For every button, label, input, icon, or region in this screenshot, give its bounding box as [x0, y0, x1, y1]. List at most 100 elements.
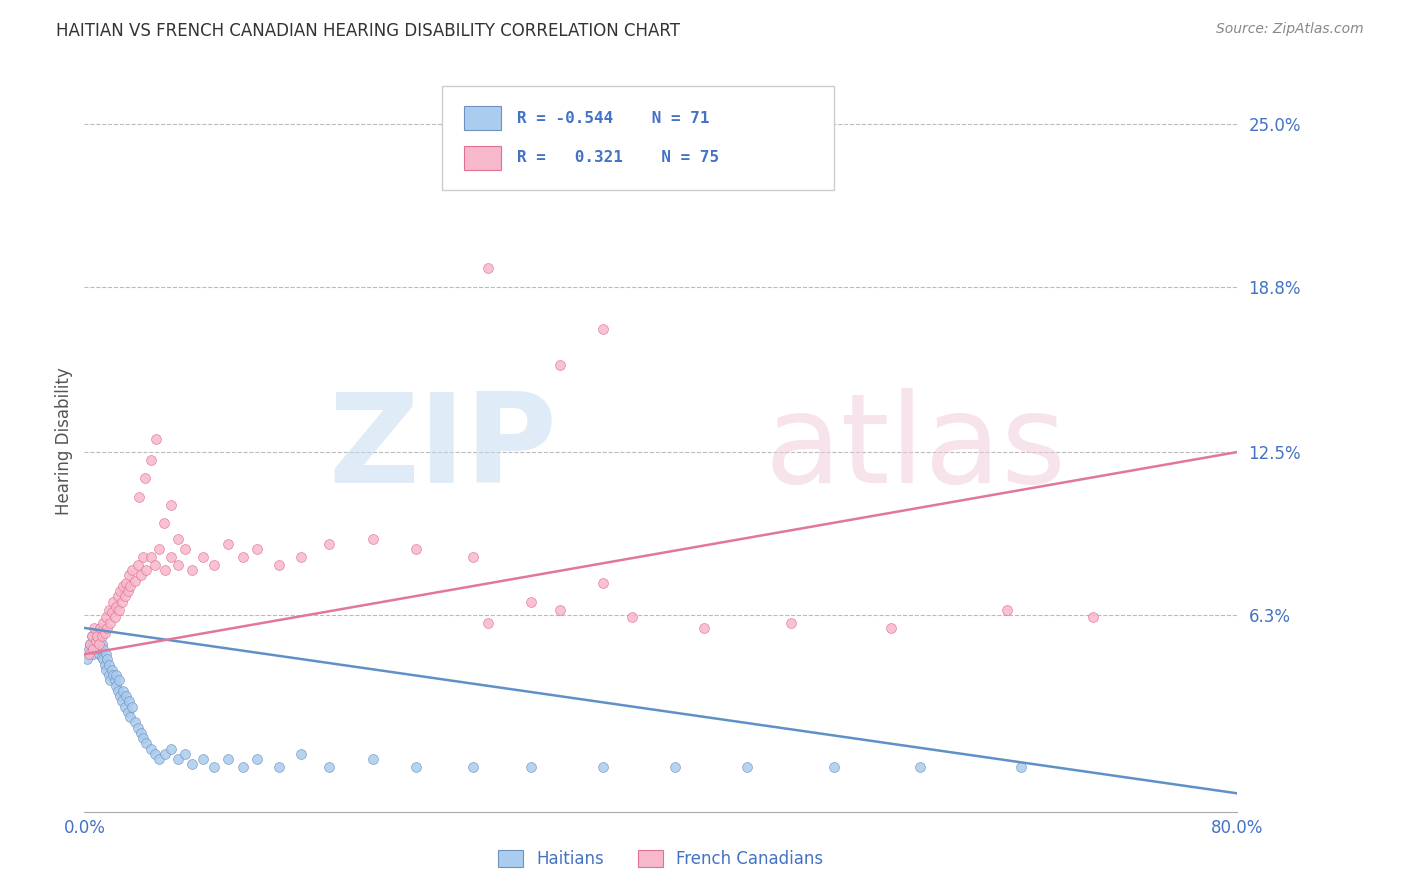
Point [79, 637, 101, 651]
Point [1083, 610, 1105, 624]
Point [112, 579, 135, 593]
Point [118, 568, 141, 582]
Point [592, 576, 614, 591]
Point [105, 679, 128, 693]
Point [202, 760, 225, 774]
Point [290, 747, 312, 761]
Point [110, 584, 132, 599]
Point [127, 721, 149, 735]
Point [621, 610, 644, 624]
Point [110, 689, 132, 703]
Point [77, 642, 100, 657]
Point [82, 642, 104, 657]
Point [105, 668, 128, 682]
Point [405, 760, 427, 774]
Point [83, 621, 105, 635]
Point [132, 550, 155, 565]
FancyBboxPatch shape [464, 146, 501, 169]
Text: atlas: atlas [765, 388, 1067, 509]
Point [111, 694, 134, 708]
Point [97, 602, 120, 616]
Point [84, 626, 107, 640]
Point [96, 621, 118, 635]
Point [93, 626, 115, 640]
Point [80, 629, 103, 643]
Point [232, 760, 254, 774]
Point [129, 568, 152, 582]
Point [779, 615, 801, 630]
Point [908, 760, 931, 774]
Point [104, 673, 127, 688]
Point [218, 752, 240, 766]
Point [87, 647, 110, 661]
Point [167, 532, 190, 546]
Point [82, 637, 104, 651]
Point [181, 563, 204, 577]
Point [84, 634, 107, 648]
Point [160, 550, 183, 565]
Y-axis label: Hearing Disability: Hearing Disability [55, 368, 73, 516]
Point [548, 602, 571, 616]
Point [86, 629, 108, 643]
Point [100, 605, 122, 619]
Legend: Haitians, French Canadians: Haitians, French Canadians [492, 843, 830, 875]
Point [127, 558, 149, 572]
Point [153, 747, 176, 761]
Text: ZIP: ZIP [329, 388, 557, 509]
Point [218, 537, 240, 551]
Point [135, 736, 157, 750]
Point [124, 574, 146, 588]
Point [96, 652, 118, 666]
Point [267, 760, 290, 774]
Point [108, 602, 131, 616]
Text: Source: ZipAtlas.com: Source: ZipAtlas.com [1216, 22, 1364, 37]
Point [318, 760, 340, 774]
Point [143, 747, 166, 761]
Point [90, 637, 112, 651]
Point [86, 642, 108, 657]
Point [134, 471, 156, 485]
Text: R =   0.321    N = 75: R = 0.321 N = 75 [517, 151, 718, 166]
Point [174, 542, 197, 557]
Point [191, 550, 214, 565]
Point [121, 699, 143, 714]
Point [114, 699, 136, 714]
Point [84, 634, 107, 648]
Point [361, 532, 384, 546]
Point [290, 550, 312, 565]
Point [139, 550, 162, 565]
Point [128, 490, 150, 504]
Point [90, 649, 112, 664]
Point [97, 657, 120, 672]
Point [114, 590, 136, 604]
Point [87, 637, 110, 651]
Point [520, 760, 543, 774]
Point [91, 615, 114, 630]
Point [107, 590, 129, 604]
Point [108, 673, 131, 688]
Point [148, 542, 170, 557]
Text: R = -0.544    N = 71: R = -0.544 N = 71 [517, 111, 709, 126]
Point [463, 550, 485, 565]
Point [463, 760, 485, 774]
Point [153, 563, 176, 577]
Point [361, 752, 384, 766]
Point [160, 741, 183, 756]
Point [104, 610, 127, 624]
Point [120, 579, 142, 593]
Point [202, 558, 225, 572]
Point [174, 747, 197, 761]
Point [693, 621, 716, 635]
Point [592, 321, 614, 335]
Point [129, 726, 152, 740]
Point [246, 542, 269, 557]
Point [93, 657, 115, 672]
Point [117, 584, 139, 599]
Point [167, 558, 190, 572]
Point [160, 498, 183, 512]
Point [135, 563, 157, 577]
Point [91, 642, 114, 657]
FancyBboxPatch shape [441, 87, 834, 190]
Point [107, 684, 129, 698]
Point [120, 710, 142, 724]
